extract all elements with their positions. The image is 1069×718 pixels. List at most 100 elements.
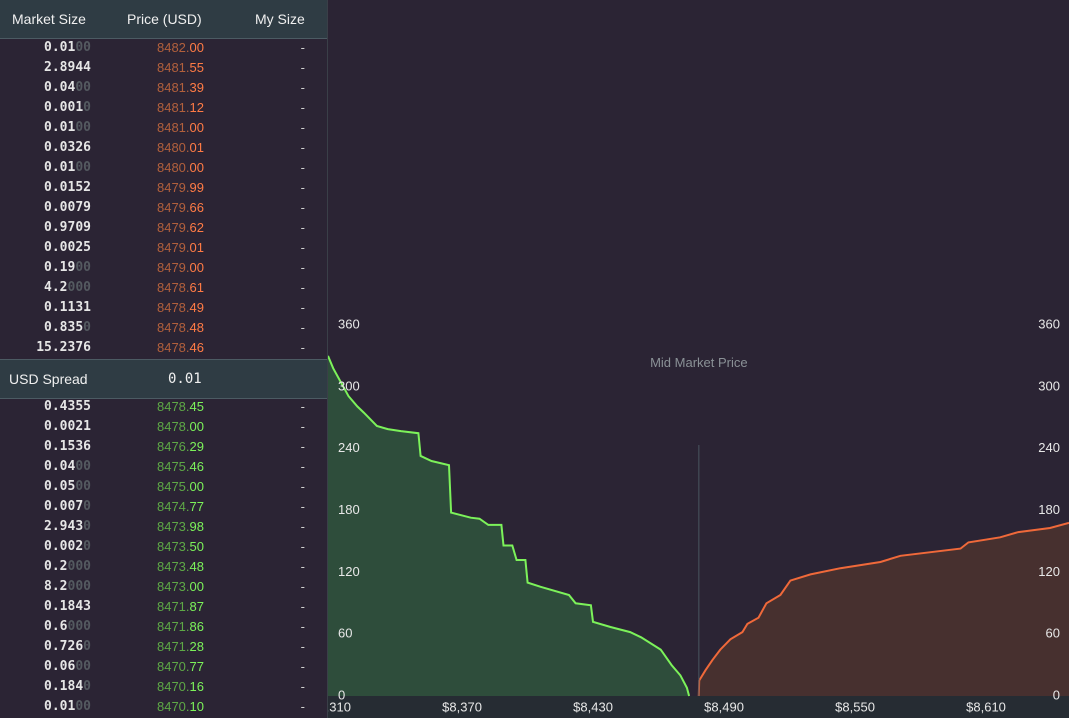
- y2-tick-label: 360: [1038, 316, 1060, 331]
- price-cell: 8471.28: [157, 637, 204, 657]
- price-cell: 8480.01: [157, 138, 204, 158]
- price-int: 8475.: [156, 479, 190, 494]
- book-row: 0.0152 8479.99 -: [0, 178, 327, 198]
- price-decimals: 45: [189, 399, 204, 414]
- price-int: 8478.: [156, 399, 190, 414]
- depth-line: [697, 521, 1069, 697]
- size-cell: 0.0500: [44, 477, 91, 497]
- book-row: 0.0500 8475.00-: [0, 477, 327, 497]
- size-pad: 000: [67, 619, 91, 634]
- size-cell: 0.1131: [44, 298, 91, 318]
- book-row: 0.0070 8474.77 -: [0, 497, 327, 517]
- mid-market-label: Mid Market Price: [650, 355, 748, 370]
- size-pad: 0: [83, 519, 91, 534]
- spread-value: 0.01: [168, 371, 202, 387]
- size: 0.9709: [44, 220, 91, 235]
- size: 0.2: [44, 559, 68, 574]
- price-int: 8471.: [156, 619, 190, 634]
- my-size: -: [300, 519, 305, 534]
- price-cell: 8470.77: [157, 657, 204, 677]
- size-cell: 2.9430: [44, 517, 91, 537]
- my-size: -: [300, 439, 305, 454]
- price-decimals: 00: [189, 40, 204, 55]
- size-pad: 00: [75, 40, 91, 55]
- size-cell: 0.0010: [44, 98, 91, 118]
- size-pad: 00: [75, 459, 91, 474]
- price-cell: 8471.87: [157, 597, 204, 617]
- book-row: 0.1900 8479.00-: [0, 258, 327, 278]
- price-int: 8478.: [156, 320, 190, 335]
- my-size: -: [300, 599, 305, 614]
- my-size: -: [300, 100, 305, 115]
- price-cell: 8478.00: [157, 417, 204, 437]
- price-decimals: 12: [189, 100, 204, 115]
- y2-tick-label: 0: [1053, 687, 1060, 702]
- size-cell: 0.0100: [44, 158, 91, 178]
- book-row: 4.2000 8478.61 -: [0, 278, 327, 298]
- price-decimals: 66: [189, 200, 204, 215]
- book-row: 0.0021 8478.00 -: [0, 417, 327, 437]
- price-cell: 8473.00: [157, 577, 204, 597]
- size: 0.001: [44, 100, 84, 115]
- size-cell: 0.0152: [44, 178, 91, 198]
- order-book-header: Market Size Price (USD) My Size: [0, 0, 327, 39]
- my-size: -: [300, 619, 305, 634]
- book-row: 0.0010 8481.12 -: [0, 98, 327, 118]
- price-decimals: 50: [189, 539, 204, 554]
- book-row: 0.1843 8471.87 -: [0, 597, 327, 617]
- size-cell: 0.0100: [44, 118, 91, 138]
- price-int: 8474.: [156, 499, 190, 514]
- size: 0.05: [44, 479, 76, 494]
- y-tick-label: 60: [338, 626, 352, 641]
- price-int: 8470.: [156, 659, 190, 674]
- book-row: 0.8350 8478.48 -: [0, 318, 327, 338]
- y2-tick-label: 60: [1046, 626, 1060, 641]
- my-size: -: [300, 340, 305, 355]
- y-tick-label: 0: [338, 687, 345, 702]
- my-size: -: [300, 180, 305, 195]
- price-decimals: 00: [189, 260, 204, 275]
- depth-area: [328, 355, 690, 696]
- my-size: -: [300, 559, 305, 574]
- book-row: 0.1536 8476.29 -: [0, 437, 327, 457]
- size: 0.01: [44, 699, 76, 714]
- size-pad: 00: [75, 479, 91, 494]
- book-row: 2.9430 8473.98 -: [0, 517, 327, 537]
- spread-label: USD Spread: [9, 371, 88, 387]
- depth-area: [698, 522, 1069, 696]
- size-pad: 000: [67, 559, 91, 574]
- my-size: -: [300, 300, 305, 315]
- price-cell: 8473.50: [157, 537, 204, 557]
- x-tick-label: $8,490: [704, 699, 744, 714]
- price-int: 8481.: [156, 60, 190, 75]
- y-tick-label: 240: [338, 440, 360, 455]
- size-cell: 0.0025: [44, 238, 91, 258]
- price-int: 8476.: [156, 439, 190, 454]
- size-cell: 0.0021: [44, 417, 91, 437]
- price-cell: 8471.86: [157, 617, 204, 637]
- price-int: 8473.: [156, 559, 190, 574]
- size-pad: 0: [83, 100, 91, 115]
- size-cell: 0.0400: [44, 457, 91, 477]
- price-decimals: 00: [189, 479, 204, 494]
- size: 0.01: [44, 40, 76, 55]
- size: 0.007: [44, 499, 84, 514]
- x-tick-label: $8,550: [835, 699, 875, 714]
- y-tick-label: 120: [338, 564, 360, 579]
- depth-line: [328, 355, 691, 697]
- my-size: -: [300, 639, 305, 654]
- price-int: 8479.: [156, 240, 190, 255]
- book-row: 0.0025 8479.01 -: [0, 238, 327, 258]
- price-decimals: 87: [189, 599, 204, 614]
- price-cell: 8479.01: [157, 238, 204, 258]
- my-size: -: [300, 499, 305, 514]
- price-cell: 8478.48: [157, 318, 204, 338]
- price-decimals: 10: [189, 699, 204, 714]
- my-size: -: [300, 699, 305, 714]
- size: 0.726: [44, 639, 84, 654]
- y2-tick-label: 120: [1038, 564, 1060, 579]
- price-decimals: 98: [189, 519, 204, 534]
- size-pad: 00: [75, 120, 91, 135]
- size: 0.1536: [44, 439, 91, 454]
- y2-tick-label: 240: [1038, 440, 1060, 455]
